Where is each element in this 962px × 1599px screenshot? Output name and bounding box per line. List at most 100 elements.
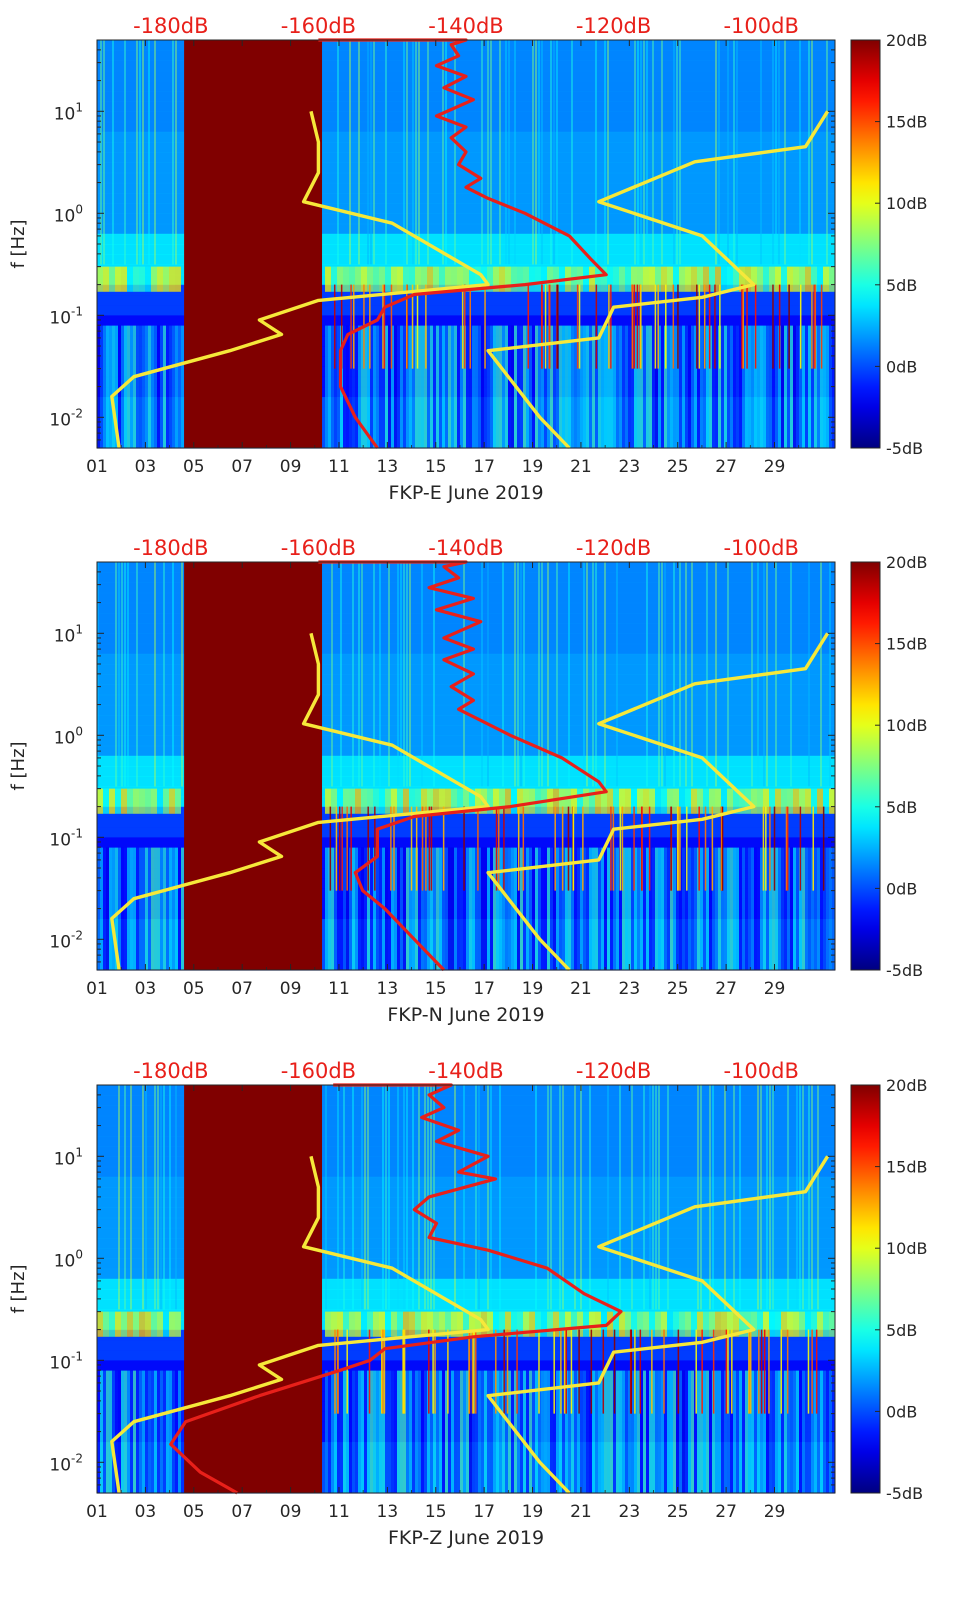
y-tick-label: 101 <box>54 622 83 646</box>
y-axis-title: f [Hz] <box>8 1264 29 1313</box>
y-tick-label: 101 <box>54 100 83 124</box>
panel-2: 01 03 05 07 09 11 13 15 17 19 21 23 25 27 29 FKP-N June… <box>8 536 928 1026</box>
x-tick-label: 11 <box>328 457 350 477</box>
colorbar: 20dB 15dB 10dB 5dB 0dB -5dB <box>850 31 928 458</box>
x-tick-label: 19 <box>522 979 544 999</box>
x-tick-label: 19 <box>522 1502 544 1522</box>
x-tick-label: 25 <box>667 457 689 477</box>
colorbar-tick-label: 0dB <box>886 879 917 898</box>
db-axis-label: -140dB <box>428 14 503 38</box>
db-axis-label: -180dB <box>133 1059 208 1083</box>
x-tick-label: 21 <box>570 1502 592 1522</box>
x-tick-label: 29 <box>764 979 786 999</box>
colorbar-tick-label: 5dB <box>886 276 917 295</box>
x-axis-title: FKP-Z June 2019 <box>388 1527 544 1549</box>
panel-1: 01 03 05 07 09 11 13 15 17 19 21 23 25 27 29 FKP-E June… <box>8 14 928 504</box>
y-tick-label: 100 <box>54 1247 83 1271</box>
y-tick-label: 101 <box>54 1145 83 1169</box>
colorbar-tick-label: -5dB <box>886 439 923 458</box>
colorbar: 20dB 15dB 10dB 5dB 0dB -5dB <box>850 1076 928 1503</box>
x-tick-label: 11 <box>328 979 350 999</box>
colorbar-tick-label: 15dB <box>886 635 928 654</box>
data-gap <box>184 562 323 970</box>
y-axis-title: f [Hz] <box>8 219 29 268</box>
low-noise-model-line <box>110 1155 490 1494</box>
x-tick-label: 17 <box>473 979 495 999</box>
colorbar-tick-label: 20dB <box>886 553 928 572</box>
x-tick-label: 23 <box>619 457 641 477</box>
x-axis-title: FKP-N June 2019 <box>387 1004 544 1026</box>
x-tick-label: 07 <box>231 1502 253 1522</box>
x-tick-label: 15 <box>425 1502 447 1522</box>
db-axis-label: -120dB <box>576 14 651 38</box>
y-tick-label: 100 <box>54 202 83 226</box>
colorbar-gradient <box>850 561 881 971</box>
db-axis-label: -100dB <box>723 1059 798 1083</box>
y-tick-label: 10-1 <box>49 826 83 850</box>
x-tick-label: 13 <box>377 457 399 477</box>
db-axis-label: -140dB <box>428 536 503 560</box>
high-noise-model-line <box>486 110 830 450</box>
low-noise-model-line <box>110 110 490 449</box>
x-tick-label: 23 <box>619 1502 641 1522</box>
x-tick-label: 09 <box>280 457 302 477</box>
db-axis-label: -160dB <box>281 536 356 560</box>
db-axis-label: -180dB <box>133 536 208 560</box>
colorbar-gradient <box>850 39 881 449</box>
x-tick-label: 05 <box>183 979 205 999</box>
y-tick-label: 10-2 <box>49 928 83 952</box>
data-gap <box>184 1085 323 1493</box>
x-tick-label: 19 <box>522 457 544 477</box>
x-tick-label: 03 <box>135 1502 157 1522</box>
colorbar-tick-label: -5dB <box>886 1484 923 1503</box>
colorbar-tick-label: 20dB <box>886 1076 928 1095</box>
x-tick-label: 15 <box>425 979 447 999</box>
x-tick-label: 13 <box>377 1502 399 1522</box>
x-tick-label: 27 <box>715 457 737 477</box>
x-tick-label: 21 <box>570 979 592 999</box>
x-tick-label: 25 <box>667 979 689 999</box>
y-tick-label: 100 <box>54 724 83 748</box>
y-tick-label: 10-2 <box>49 406 83 430</box>
x-tick-label: 29 <box>764 1502 786 1522</box>
colorbar-tick-label: 0dB <box>886 357 917 376</box>
x-tick-label: 05 <box>183 1502 205 1522</box>
x-tick-label: 17 <box>473 1502 495 1522</box>
db-axis-label: -120dB <box>576 1059 651 1083</box>
x-tick-label: 05 <box>183 457 205 477</box>
station-median-PSD-line <box>318 38 608 449</box>
x-tick-label: 27 <box>715 979 737 999</box>
x-tick-label: 03 <box>135 979 157 999</box>
y-tick-label: 10-1 <box>49 304 83 328</box>
db-axis-label: -160dB <box>281 1059 356 1083</box>
y-tick-label: 10-1 <box>49 1349 83 1373</box>
db-axis-label: -140dB <box>428 1059 503 1083</box>
station-median-PSD-line <box>318 560 608 972</box>
x-tick-label: 29 <box>764 457 786 477</box>
x-tick-label: 15 <box>425 457 447 477</box>
db-axis-label: -120dB <box>576 536 651 560</box>
x-tick-label: 27 <box>715 1502 737 1522</box>
x-tick-label: 23 <box>619 979 641 999</box>
colorbar-tick-label: 0dB <box>886 1402 917 1421</box>
data-gap <box>184 40 323 448</box>
x-tick-label: 01 <box>86 979 108 999</box>
x-tick-label: 07 <box>231 979 253 999</box>
colorbar-tick-label: 10dB <box>886 1239 928 1258</box>
x-tick-label: 01 <box>86 1502 108 1522</box>
colorbar-tick-label: 10dB <box>886 194 928 213</box>
colorbar-tick-label: 15dB <box>886 1158 928 1177</box>
high-noise-model-line <box>486 632 830 972</box>
db-axis-label: -100dB <box>723 14 798 38</box>
x-tick-label: 21 <box>570 457 592 477</box>
db-axis-label: -100dB <box>723 536 798 560</box>
high-noise-model-line <box>486 1155 830 1495</box>
x-axis-title: FKP-E June 2019 <box>388 482 543 504</box>
colorbar-tick-label: 15dB <box>886 113 928 132</box>
y-axis-title: f [Hz] <box>8 741 29 790</box>
colorbar-tick-label: -5dB <box>886 961 923 980</box>
x-tick-label: 03 <box>135 457 157 477</box>
db-axis-label: -160dB <box>281 14 356 38</box>
colorbar: 20dB 15dB 10dB 5dB 0dB -5dB <box>850 553 928 980</box>
